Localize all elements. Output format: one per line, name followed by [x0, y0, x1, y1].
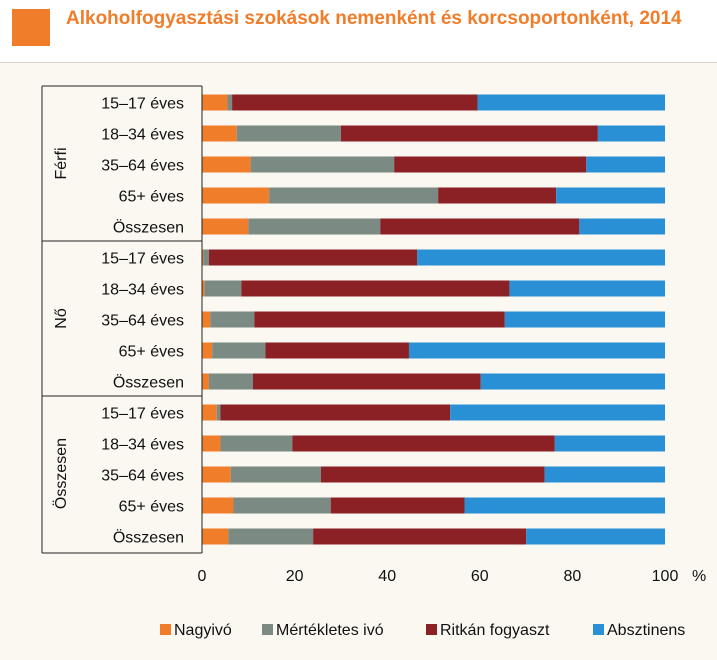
legend-label: Ritkán fogyaszt [440, 622, 550, 639]
category-label: 15–17 éves [101, 406, 184, 423]
legend-label: Nagyivó [174, 622, 232, 639]
bar-segment [241, 280, 510, 297]
category-label: 35–64 éves [101, 313, 184, 330]
bar-segment [248, 218, 381, 235]
bar-segment [408, 342, 665, 359]
bar-segment [204, 280, 242, 297]
bar-segment [269, 187, 439, 204]
category-label: 35–64 éves [101, 158, 184, 175]
bar-segment [544, 466, 665, 483]
bar-segment [202, 311, 211, 328]
bar-segment [202, 466, 231, 483]
bar-segment [236, 125, 341, 142]
category-label: 18–34 éves [101, 127, 184, 144]
bar-segment [202, 373, 209, 390]
bar-segment [203, 249, 209, 266]
bar-segment [227, 94, 233, 111]
legend-swatch [160, 624, 171, 635]
bar-segment [450, 404, 665, 421]
bar-segment [220, 435, 293, 452]
bar-segment [265, 342, 409, 359]
bar-segment [233, 497, 331, 514]
bar-segment [202, 187, 270, 204]
category-label: Összesen [113, 219, 184, 237]
category-label: Összesen [113, 374, 184, 392]
title-marker [12, 9, 50, 46]
bar-segment [210, 311, 255, 328]
bar-segment [597, 125, 665, 142]
bar-segment [438, 187, 557, 204]
category-label: 15–17 éves [101, 96, 184, 113]
bar-segment [292, 435, 555, 452]
category-label: 65+ éves [119, 344, 184, 361]
bar-segment [586, 156, 665, 173]
bar-segment [202, 497, 234, 514]
x-tick-label: 60 [471, 568, 489, 585]
bar-segment [320, 466, 545, 483]
group-label: Összesen [52, 438, 70, 509]
bar-segment [208, 373, 253, 390]
category-label: 35–64 éves [101, 468, 184, 485]
bar-segment [208, 249, 418, 266]
bar-segment [504, 311, 665, 328]
bar-segment [394, 156, 587, 173]
bar-segment [212, 342, 266, 359]
bar-segment [202, 435, 221, 452]
legend-label: Mértékletes ivó [276, 622, 384, 639]
bar-segment [202, 342, 213, 359]
bar-segment [216, 404, 221, 421]
x-tick-label: 0 [198, 568, 207, 585]
legend-swatch [262, 624, 273, 635]
category-label: 18–34 éves [101, 282, 184, 299]
bar-segment [380, 218, 580, 235]
chart-title: Alkoholfogyasztási szokások nemenként és… [66, 8, 682, 29]
bar-segment [340, 125, 598, 142]
bar-segment [202, 156, 251, 173]
category-label: 65+ éves [119, 189, 184, 206]
bar-segment [509, 280, 665, 297]
bar-segment [228, 528, 314, 545]
bar-segment [202, 249, 204, 266]
group-label: Nő [53, 308, 70, 329]
bar-segment [554, 435, 665, 452]
bar-segment [556, 187, 665, 204]
bar-segment [330, 497, 465, 514]
bar-segment [480, 373, 665, 390]
category-label: 18–34 éves [101, 437, 184, 454]
bar-segment [252, 373, 481, 390]
bar-segment [230, 466, 321, 483]
bar-segment [579, 218, 665, 235]
bar-segment [254, 311, 505, 328]
legend-swatch [426, 624, 437, 635]
bar-segment [232, 94, 478, 111]
legend-swatch [593, 624, 604, 635]
bar-segment [250, 156, 395, 173]
bar-segment [220, 404, 451, 421]
bar-segment [202, 404, 217, 421]
x-tick-label: 80 [564, 568, 582, 585]
bar-segment [464, 497, 665, 514]
x-tick-label: 20 [286, 568, 304, 585]
x-tick-label: 40 [378, 568, 396, 585]
bar-segment [202, 528, 229, 545]
bar-segment [477, 94, 665, 111]
legend-label: Absztinens [607, 622, 685, 639]
bar-segment [202, 94, 228, 111]
bar-segment [313, 528, 527, 545]
bar-segment [526, 528, 665, 545]
bar-segment [202, 280, 205, 297]
bar-segment [202, 125, 237, 142]
x-tick-label: 100 [652, 568, 679, 585]
category-label: Összesen [113, 529, 184, 547]
bar-segment [417, 249, 665, 266]
group-label: Férfi [53, 148, 70, 180]
category-label: 65+ éves [119, 499, 184, 516]
x-axis-unit-label: % [692, 568, 706, 585]
bar-segment [202, 218, 249, 235]
category-label: 15–17 éves [101, 251, 184, 268]
